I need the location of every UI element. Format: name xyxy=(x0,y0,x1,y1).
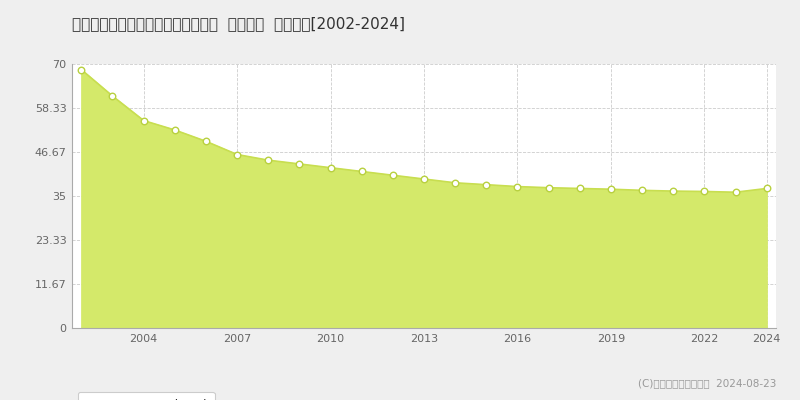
Point xyxy=(199,138,212,144)
Legend: 地価公示  平均坪単価(万円/坪): 地価公示 平均坪単価(万円/坪) xyxy=(78,392,214,400)
Point xyxy=(324,164,337,171)
Point xyxy=(542,184,555,191)
Point xyxy=(729,189,742,196)
Point xyxy=(230,151,243,158)
Point xyxy=(449,180,462,186)
Text: (C)土地価格ドットコム  2024-08-23: (C)土地価格ドットコム 2024-08-23 xyxy=(638,378,776,388)
Point xyxy=(75,66,88,73)
Point xyxy=(355,168,368,175)
Point xyxy=(418,176,430,182)
Point xyxy=(511,183,524,190)
Point xyxy=(386,172,399,178)
Text: 三重県津市桜橋２丁目１８０番１外  地価公示  地価推移[2002-2024]: 三重県津市桜橋２丁目１８０番１外 地価公示 地価推移[2002-2024] xyxy=(72,16,405,31)
Point xyxy=(574,185,586,192)
Point xyxy=(168,127,181,133)
Point xyxy=(293,161,306,167)
Point xyxy=(138,117,150,124)
Point xyxy=(636,187,649,194)
Point xyxy=(760,185,773,192)
Point xyxy=(106,93,119,99)
Point xyxy=(698,188,710,195)
Point xyxy=(605,186,618,192)
Point xyxy=(480,182,493,188)
Point xyxy=(667,188,680,194)
Point xyxy=(262,157,274,163)
